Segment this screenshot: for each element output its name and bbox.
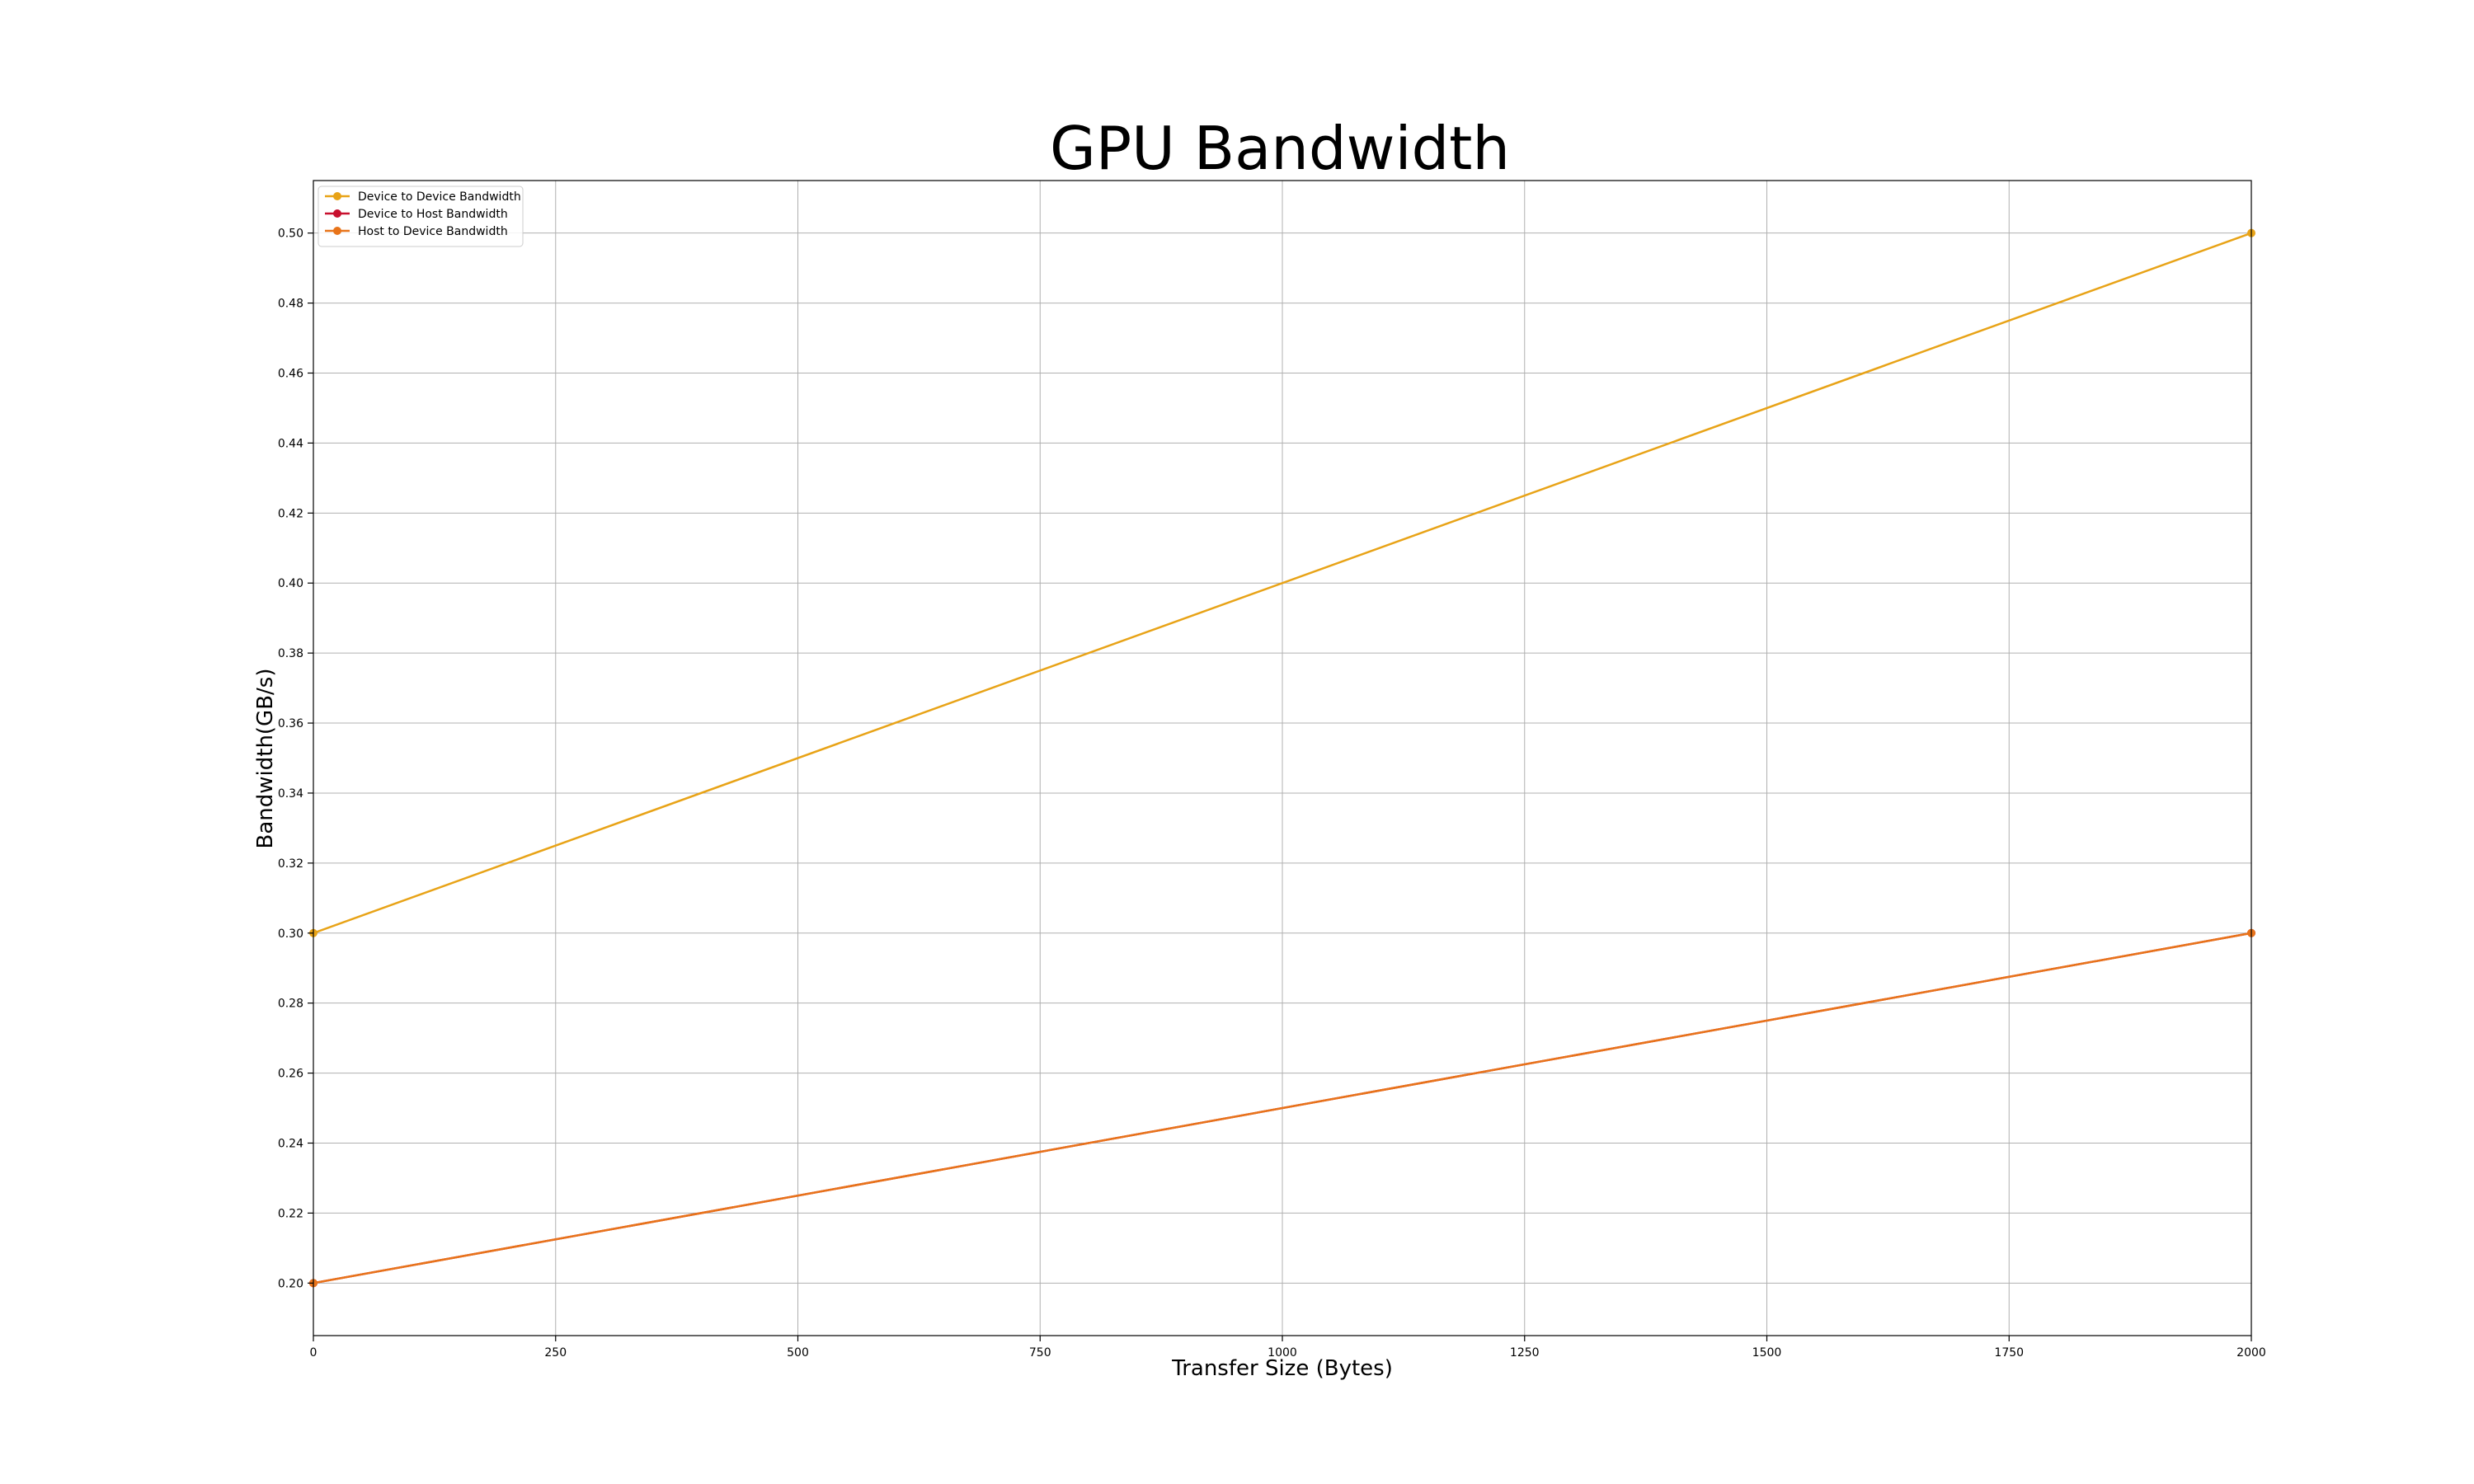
y-tick-label: 0.48 [278, 298, 303, 311]
legend-box [317, 186, 524, 247]
legend-entry: Device to Device Bandwidth [358, 190, 521, 204]
y-tick-label: 0.34 [278, 787, 303, 801]
y-tick-label: 0.42 [278, 507, 303, 520]
legend-entry: Device to Host Bandwidth [358, 208, 508, 221]
x-tick-label: 1250 [1510, 1346, 1540, 1360]
grid [313, 181, 2252, 1336]
x-tick-label: 1000 [1268, 1346, 1297, 1360]
y-tick-label: 0.50 [278, 228, 303, 241]
y-tick-label: 0.40 [278, 577, 303, 590]
series-line-0 [313, 232, 2252, 934]
x-tick-label: 500 [787, 1346, 809, 1360]
x-axis-label: Transfer Size (Bytes) [1171, 1356, 1393, 1381]
y-tick-label: 0.44 [278, 437, 303, 450]
series-line-2 [313, 932, 2252, 1284]
legend-swatch-marker [333, 227, 341, 235]
legend-swatch-marker [333, 209, 341, 218]
x-tick-label: 750 [1029, 1346, 1051, 1360]
y-tick-label: 0.28 [278, 998, 303, 1011]
legend: Device to Device Bandwidth Device to Host… [317, 186, 524, 247]
y-tick-label: 0.32 [278, 857, 303, 871]
series-layer [309, 228, 2255, 1288]
x-tick-label: 1500 [1752, 1346, 1782, 1360]
y-tick-label: 0.20 [278, 1277, 303, 1290]
y-tick-label: 0.26 [278, 1068, 303, 1081]
axis-ticks: 0 250 500 750 1000 1250 1500 1750 2000 0.20 0.22 0.… [278, 228, 2266, 1360]
y-tick-label: 0.30 [278, 928, 303, 941]
y-tick-label: 0.36 [278, 717, 303, 730]
y-tick-label: 0.46 [278, 368, 303, 381]
y-axis-label: Bandwidth(GB/s) [253, 669, 278, 849]
y-tick-label: 0.22 [278, 1207, 303, 1220]
x-tick-label: 2000 [2236, 1346, 2266, 1360]
x-tick-label: 1750 [1994, 1346, 2024, 1360]
y-tick-label: 0.24 [278, 1138, 303, 1151]
y-tick-label: 0.38 [278, 647, 303, 660]
x-tick-label: 250 [544, 1346, 567, 1360]
chart-title: GPU Bandwidth [1050, 114, 1510, 183]
x-tick-label: 0 [310, 1346, 317, 1360]
legend-entry: Host to Device Bandwidth [358, 225, 508, 238]
legend-swatch-marker [333, 192, 341, 200]
